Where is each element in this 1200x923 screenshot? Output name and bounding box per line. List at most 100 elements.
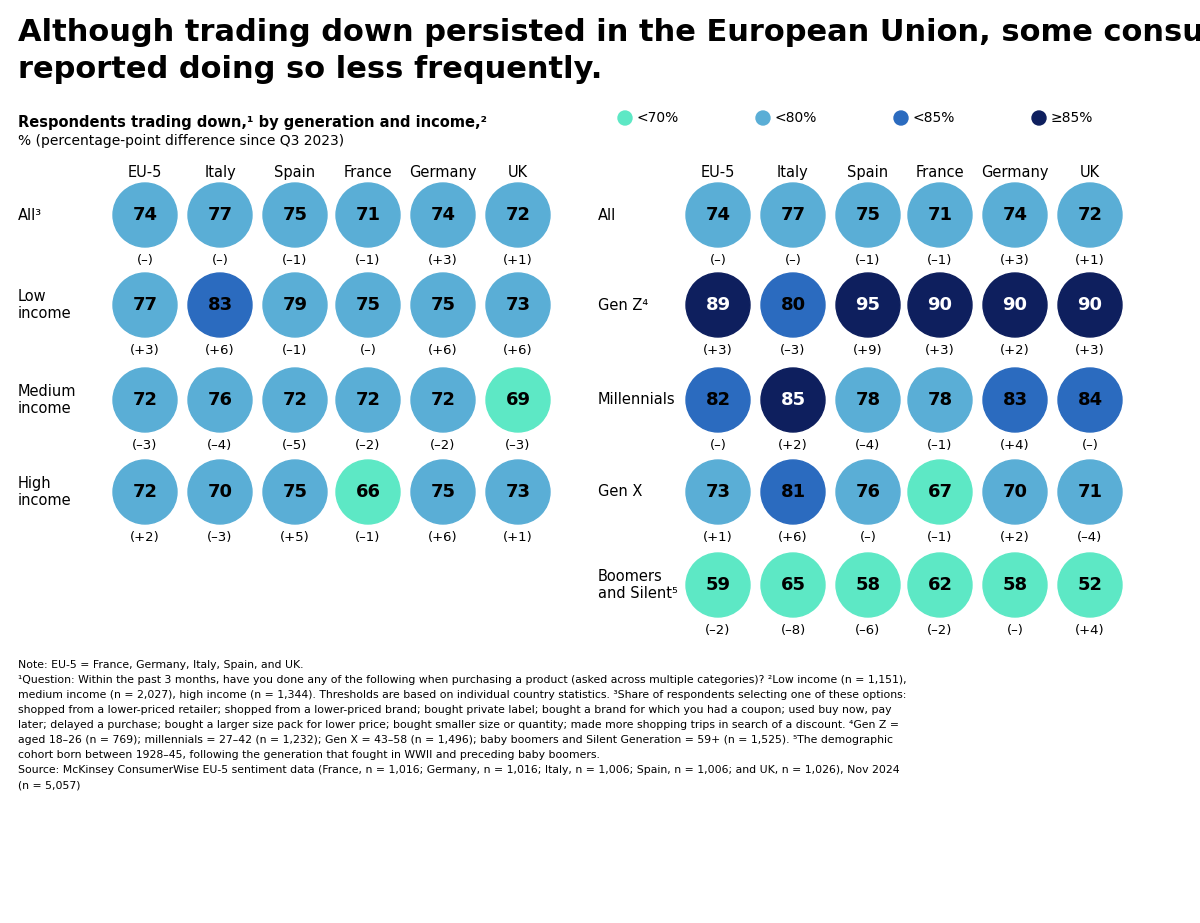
Text: (–3): (–3) <box>505 439 530 452</box>
Text: 59: 59 <box>706 576 731 594</box>
Circle shape <box>836 368 900 432</box>
Text: 69: 69 <box>505 391 530 409</box>
Circle shape <box>1058 273 1122 337</box>
Circle shape <box>983 460 1046 524</box>
Text: (+3): (+3) <box>428 254 458 267</box>
Circle shape <box>1058 183 1122 247</box>
Text: 52: 52 <box>1078 576 1103 594</box>
Circle shape <box>263 183 326 247</box>
Text: Medium
income: Medium income <box>18 384 77 416</box>
Text: 84: 84 <box>1078 391 1103 409</box>
Text: Germany: Germany <box>982 165 1049 180</box>
Circle shape <box>686 273 750 337</box>
Text: UK: UK <box>1080 165 1100 180</box>
Text: aged 18–26 (n = 769); millennials = 27–42 (n = 1,232); Gen X = 43–58 (n = 1,496): aged 18–26 (n = 769); millennials = 27–4… <box>18 735 893 745</box>
Circle shape <box>1058 460 1122 524</box>
Text: (+3): (+3) <box>925 344 955 357</box>
Circle shape <box>686 553 750 617</box>
Text: 83: 83 <box>208 296 233 314</box>
Text: (–2): (–2) <box>928 624 953 637</box>
Text: (+3): (+3) <box>1075 344 1105 357</box>
Text: Spain: Spain <box>847 165 888 180</box>
Text: 83: 83 <box>1002 391 1027 409</box>
Text: (–4): (–4) <box>208 439 233 452</box>
Text: (–8): (–8) <box>780 624 805 637</box>
Text: (n = 5,057): (n = 5,057) <box>18 780 80 790</box>
Text: (–2): (–2) <box>431 439 456 452</box>
Circle shape <box>761 553 826 617</box>
Circle shape <box>113 460 178 524</box>
Text: (–): (–) <box>785 254 802 267</box>
Text: 73: 73 <box>505 483 530 501</box>
Circle shape <box>983 273 1046 337</box>
Text: (–): (–) <box>137 254 154 267</box>
Circle shape <box>188 183 252 247</box>
Text: 75: 75 <box>282 206 307 224</box>
Circle shape <box>836 273 900 337</box>
Circle shape <box>686 368 750 432</box>
Text: Millennials: Millennials <box>598 392 676 407</box>
Text: Although trading down persisted in the European Union, some consumers: Although trading down persisted in the E… <box>18 18 1200 47</box>
Text: (–6): (–6) <box>856 624 881 637</box>
Text: 74: 74 <box>706 206 731 224</box>
Text: (–): (–) <box>709 439 726 452</box>
Text: 77: 77 <box>208 206 233 224</box>
Text: All: All <box>598 208 617 222</box>
Circle shape <box>908 273 972 337</box>
Circle shape <box>410 273 475 337</box>
Text: 75: 75 <box>856 206 881 224</box>
Text: (–1): (–1) <box>355 531 380 544</box>
Text: (–1): (–1) <box>355 254 380 267</box>
Text: France: France <box>916 165 965 180</box>
Text: (–): (–) <box>1081 439 1098 452</box>
Text: 90: 90 <box>1078 296 1103 314</box>
Text: 79: 79 <box>282 296 307 314</box>
Circle shape <box>410 183 475 247</box>
Text: (+1): (+1) <box>503 531 533 544</box>
Text: 67: 67 <box>928 483 953 501</box>
Text: reported doing so less frequently.: reported doing so less frequently. <box>18 55 602 84</box>
Text: ¹Question: Within the past 3 months, have you done any of the following when pur: ¹Question: Within the past 3 months, hav… <box>18 675 907 685</box>
Text: 71: 71 <box>355 206 380 224</box>
Text: (+2): (+2) <box>1000 344 1030 357</box>
Text: (+1): (+1) <box>503 254 533 267</box>
Text: France: France <box>343 165 392 180</box>
Text: 82: 82 <box>706 391 731 409</box>
Text: cohort born between 1928–45, following the generation that fought in WWII and pr: cohort born between 1928–45, following t… <box>18 750 600 760</box>
Text: (–): (–) <box>211 254 228 267</box>
Text: 71: 71 <box>928 206 953 224</box>
Text: All³: All³ <box>18 208 42 222</box>
Text: 75: 75 <box>355 296 380 314</box>
Text: 75: 75 <box>431 483 456 501</box>
Text: (–3): (–3) <box>780 344 805 357</box>
Text: (+5): (+5) <box>280 531 310 544</box>
Text: (+4): (+4) <box>1000 439 1030 452</box>
Text: (–2): (–2) <box>355 439 380 452</box>
Text: (+2): (+2) <box>778 439 808 452</box>
Circle shape <box>336 273 400 337</box>
Text: 95: 95 <box>856 296 881 314</box>
Text: Respondents trading down,¹ by generation and income,²: Respondents trading down,¹ by generation… <box>18 115 487 130</box>
Circle shape <box>908 460 972 524</box>
Text: <70%: <70% <box>637 111 679 125</box>
Text: 90: 90 <box>1002 296 1027 314</box>
Text: 58: 58 <box>856 576 881 594</box>
Text: UK: UK <box>508 165 528 180</box>
Text: (–1): (–1) <box>928 254 953 267</box>
Circle shape <box>983 368 1046 432</box>
Text: 75: 75 <box>282 483 307 501</box>
Text: 75: 75 <box>431 296 456 314</box>
Text: Italy: Italy <box>204 165 236 180</box>
Circle shape <box>113 273 178 337</box>
Text: (+2): (+2) <box>130 531 160 544</box>
Circle shape <box>486 183 550 247</box>
Circle shape <box>486 460 550 524</box>
Circle shape <box>263 273 326 337</box>
Text: 72: 72 <box>1078 206 1103 224</box>
Circle shape <box>686 183 750 247</box>
Text: 90: 90 <box>928 296 953 314</box>
Text: Italy: Italy <box>778 165 809 180</box>
Circle shape <box>894 111 908 125</box>
Text: 72: 72 <box>505 206 530 224</box>
Text: Gen X: Gen X <box>598 485 642 499</box>
